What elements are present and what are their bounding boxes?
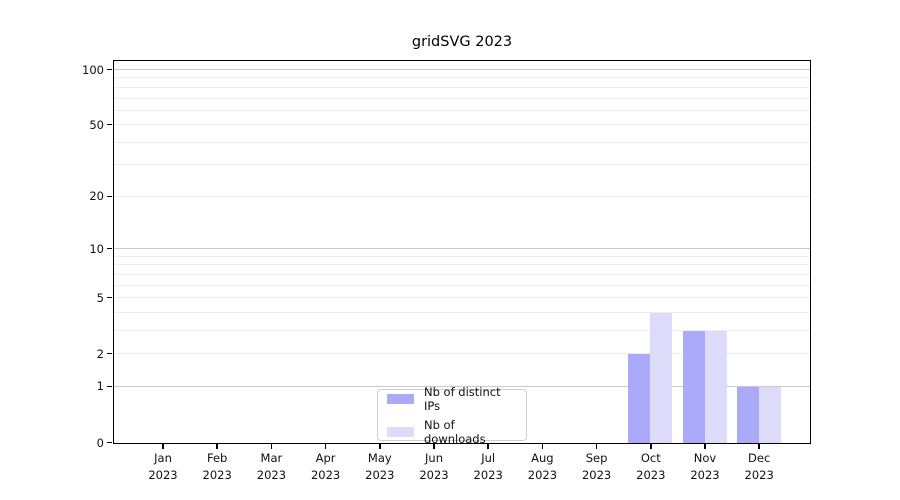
x-tick-label: Jul 2023 <box>457 450 519 483</box>
distinct-ips-swatch <box>387 393 414 404</box>
minor-gridline <box>114 97 810 99</box>
y-tick-mark <box>107 195 112 198</box>
x-tick-label: Jan 2023 <box>132 450 194 483</box>
x-tick-month: Sep <box>585 451 608 465</box>
x-tick-mark <box>433 444 435 449</box>
minor-gridline <box>114 109 810 111</box>
bar-downloads <box>704 330 727 443</box>
x-tick-mark <box>595 444 598 449</box>
x-tick-mark <box>541 444 544 449</box>
x-tick-month: Aug <box>531 451 554 465</box>
x-tick-year: 2023 <box>365 467 395 482</box>
x-tick-year: 2023 <box>690 467 720 482</box>
bar-distinct-ips <box>736 386 759 443</box>
x-tick-label: Jun 2023 <box>403 450 465 483</box>
x-tick-month: Jun <box>425 451 443 465</box>
x-tick-year: 2023 <box>527 467 558 482</box>
minor-gridline <box>114 273 810 275</box>
x-tick-year: 2023 <box>744 467 774 482</box>
y-tick-mark <box>107 441 112 444</box>
x-tick-year: 2023 <box>473 467 503 482</box>
major-gridline <box>114 69 810 70</box>
x-tick-label: Feb 2023 <box>186 450 248 483</box>
minor-gridline <box>114 311 810 313</box>
x-tick-month: Feb <box>207 451 228 465</box>
downloads-swatch <box>387 426 414 437</box>
bar-distinct-ips <box>682 330 705 443</box>
x-tick-month: Nov <box>693 451 717 465</box>
y-tick-label: 10 <box>89 241 104 256</box>
x-tick-month: Apr <box>315 451 336 465</box>
y-tick-mark <box>107 296 112 299</box>
x-tick-mark <box>162 444 164 449</box>
x-tick-year: 2023 <box>202 467 232 482</box>
minor-gridline <box>114 329 810 331</box>
x-tick-mark <box>379 444 381 449</box>
x-tick-label: Dec 2023 <box>728 450 790 483</box>
y-tick-mark <box>107 385 112 388</box>
x-tick-label: Apr 2023 <box>295 450 357 483</box>
x-tick-mark <box>216 444 218 449</box>
bar-distinct-ips <box>628 354 651 443</box>
x-tick-label: Aug 2023 <box>511 450 573 483</box>
x-tick-mark <box>487 444 489 449</box>
y-tick-mark <box>107 352 112 355</box>
x-tick-year: 2023 <box>419 467 449 482</box>
legend-label: Nb of downloads <box>424 417 486 446</box>
x-tick-mark <box>704 444 706 449</box>
x-tick-mark <box>758 444 760 449</box>
x-tick-year: 2023 <box>148 467 178 482</box>
minor-gridline <box>114 255 810 257</box>
plot-area <box>113 60 811 444</box>
legend-item-distinct-ips: Nb of distinct IPs <box>387 385 517 413</box>
y-tick-mark <box>107 68 112 71</box>
major-gridline <box>114 385 810 387</box>
x-tick-mark <box>650 444 652 449</box>
y-tick-label: 100 <box>82 62 104 77</box>
x-tick-label: Oct 2023 <box>620 450 682 483</box>
y-tick-mark <box>107 123 112 126</box>
chart-title: gridSVG 2023 <box>411 34 513 50</box>
x-tick-year: 2023 <box>256 467 287 482</box>
minor-gridline <box>114 164 810 166</box>
bar-downloads <box>758 386 781 443</box>
x-tick-label: May 2023 <box>349 450 411 483</box>
minor-gridline <box>114 353 810 355</box>
x-tick-mark <box>270 444 273 449</box>
y-tick-label: 5 <box>96 290 104 305</box>
minor-gridline <box>114 284 810 286</box>
minor-gridline <box>114 141 810 143</box>
minor-gridline <box>114 297 810 299</box>
x-tick-month: May <box>367 451 392 465</box>
y-tick-label: 20 <box>89 189 104 204</box>
y-tick-label: 0 <box>96 435 104 450</box>
bar-downloads <box>650 312 673 443</box>
x-tick-year: 2023 <box>310 467 341 482</box>
minor-gridline <box>114 264 810 266</box>
y-tick-label: 50 <box>89 117 104 132</box>
y-tick-mark <box>107 247 112 250</box>
legend: Nb of distinct IPs Nb of downloads <box>377 385 527 446</box>
x-tick-label: Mar 2023 <box>240 450 302 483</box>
x-tick-month: Jul <box>481 451 496 465</box>
x-tick-month: Dec <box>748 451 771 465</box>
minor-gridline <box>114 86 810 88</box>
x-tick-year: 2023 <box>636 467 666 482</box>
x-tick-year: 2023 <box>581 467 612 482</box>
x-tick-label: Nov 2023 <box>674 450 736 483</box>
major-gridline <box>114 248 810 250</box>
x-tick-mark <box>324 444 327 449</box>
x-tick-month: Oct <box>640 451 661 465</box>
minor-gridline <box>114 124 810 126</box>
x-tick-month: Mar <box>260 451 283 465</box>
minor-gridline <box>114 77 810 79</box>
minor-gridline <box>114 195 810 197</box>
x-tick-label: Sep 2023 <box>566 450 628 483</box>
y-tick-label: 2 <box>96 346 104 361</box>
legend-label: Nb of distinct IPs <box>424 384 501 413</box>
y-tick-label: 1 <box>96 379 104 394</box>
legend-item-downloads: Nb of downloads <box>387 418 517 446</box>
x-tick-month: Jan <box>154 451 172 465</box>
